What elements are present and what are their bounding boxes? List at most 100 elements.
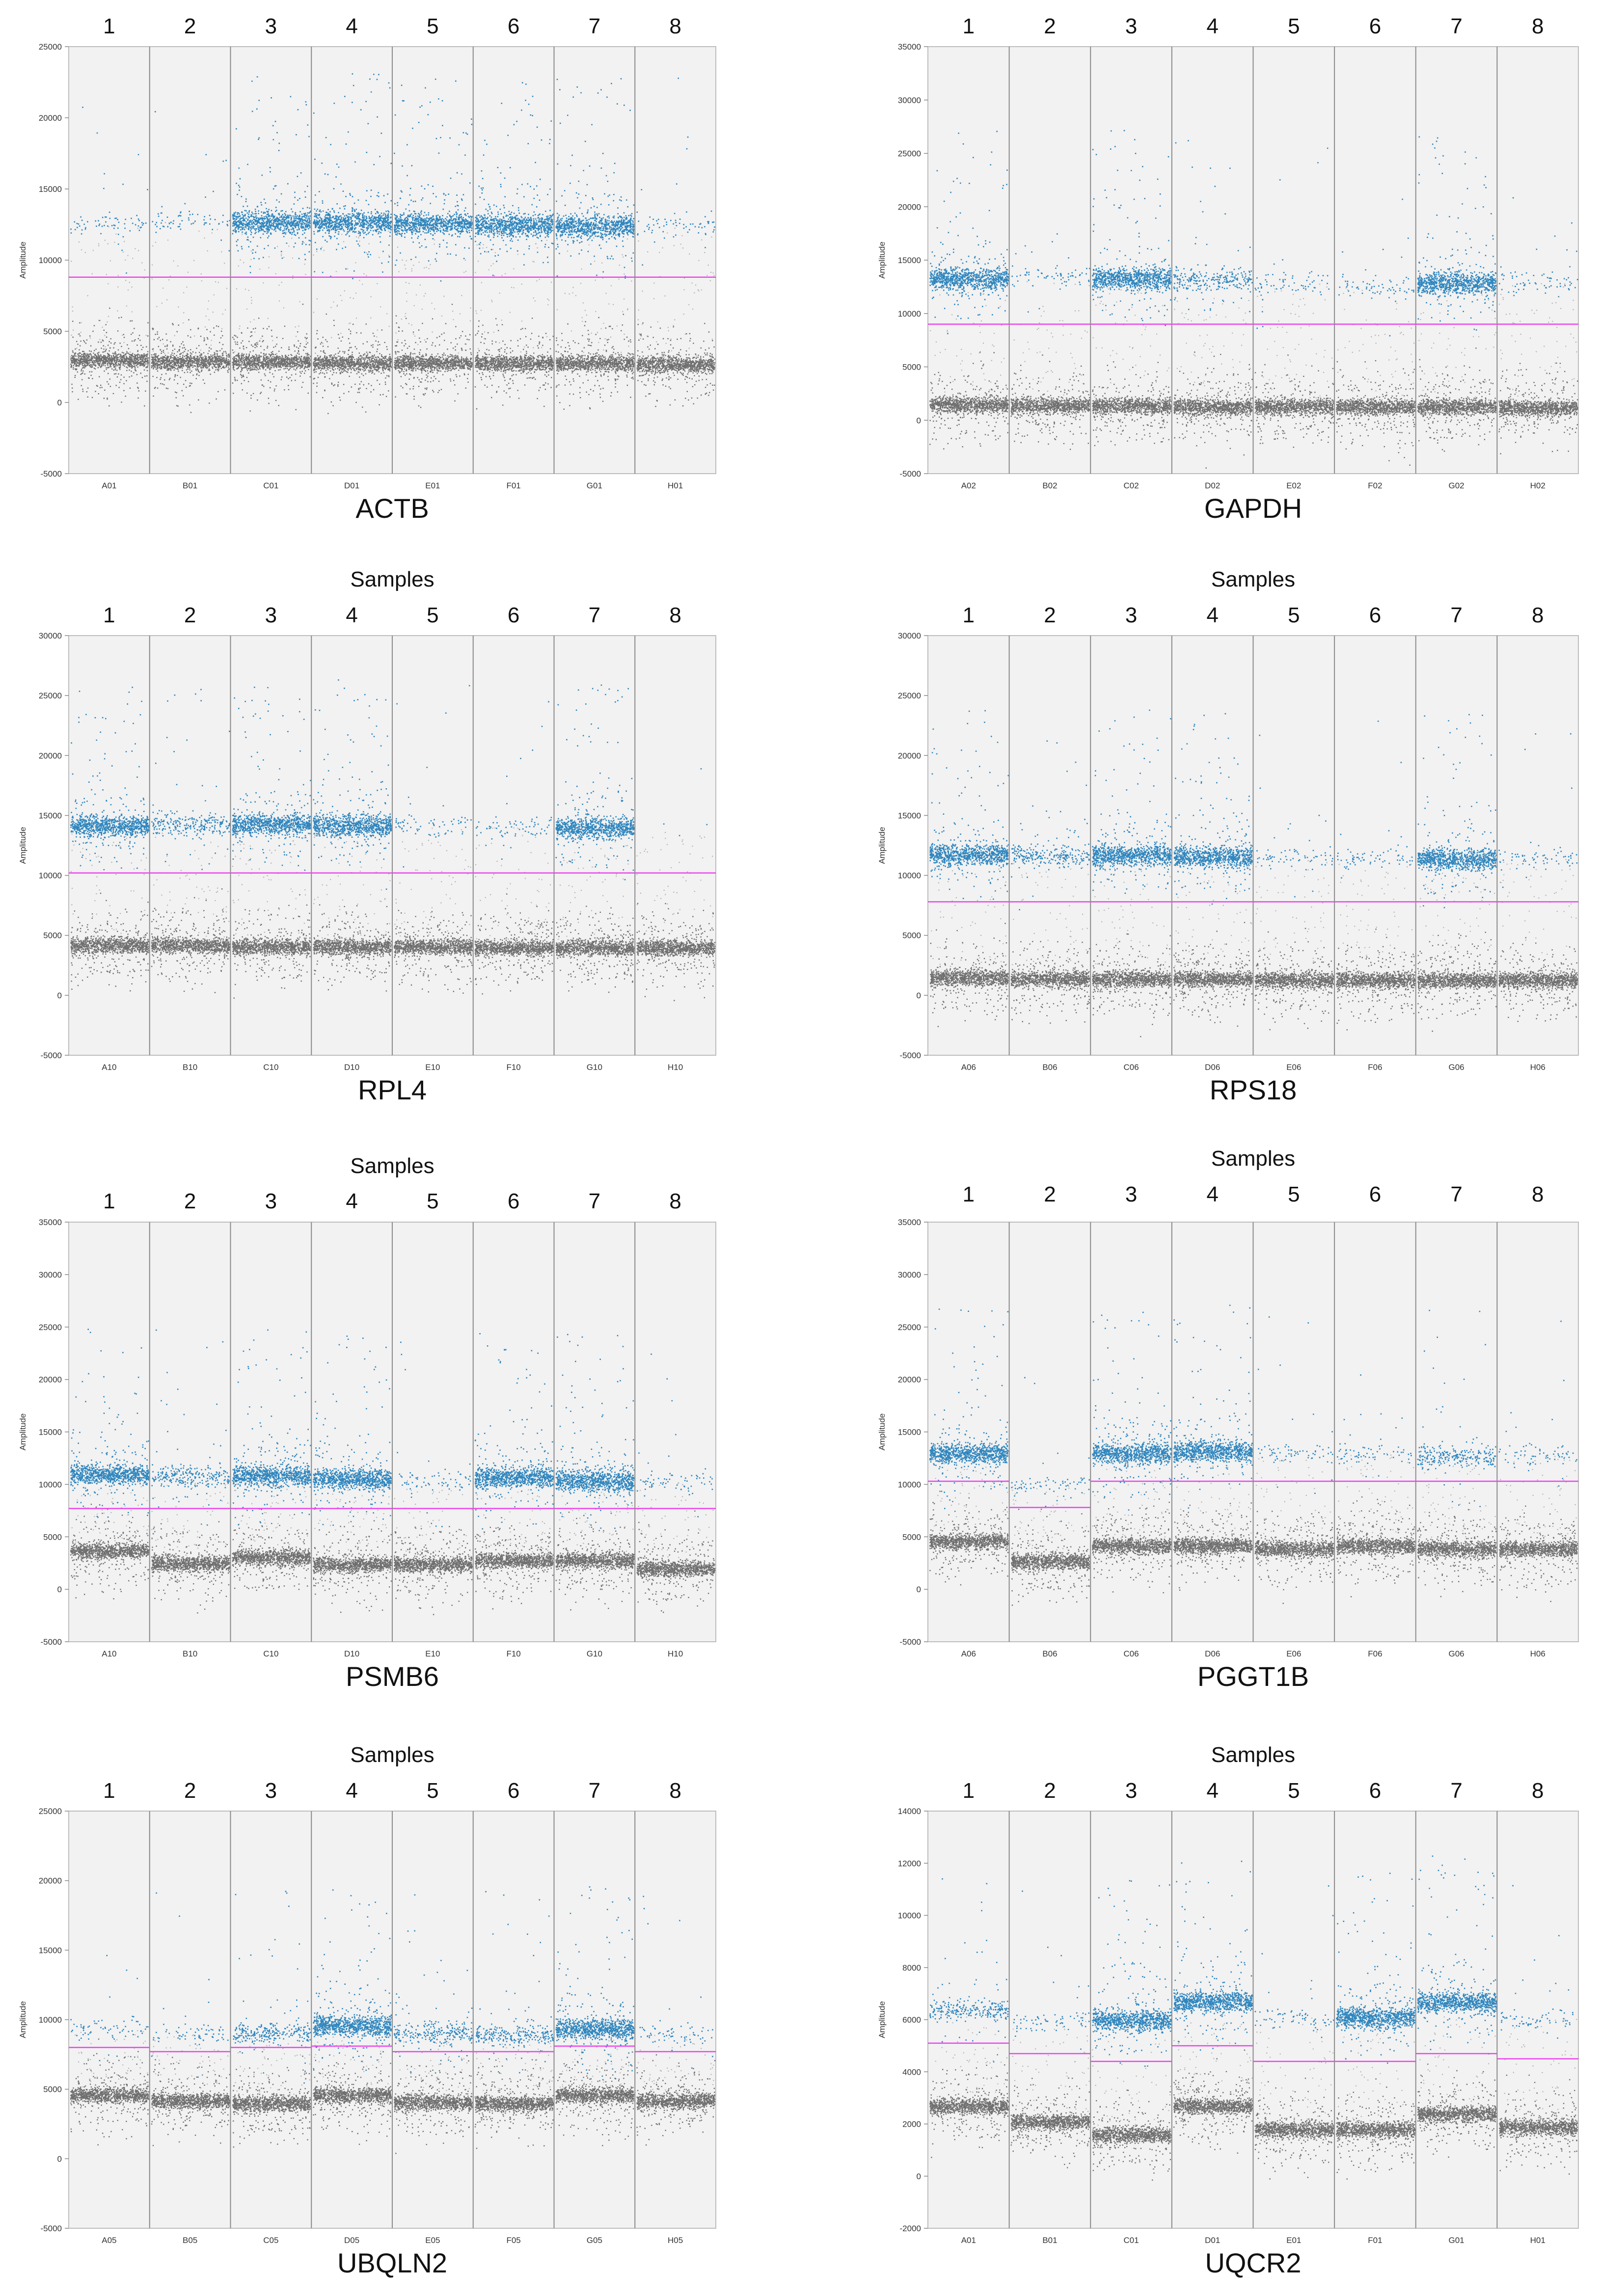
- well-label: F02: [1368, 481, 1382, 490]
- negative-droplets: [70, 1503, 150, 1600]
- y-tick-label: 10000: [39, 871, 62, 881]
- well-label: C02: [1123, 481, 1139, 490]
- positive-droplets: [152, 111, 230, 252]
- well-label: B02: [1042, 481, 1057, 490]
- sample-number: 7: [589, 1779, 600, 1803]
- sample-number: 2: [1044, 1182, 1056, 1206]
- negative-droplets: [474, 893, 554, 995]
- sample-number: 8: [1532, 1182, 1544, 1206]
- well-label: C01: [1123, 2236, 1139, 2245]
- sample-number: 8: [669, 1779, 681, 1803]
- well-label: H06: [1530, 1063, 1546, 1072]
- well-label: E05: [425, 2236, 440, 2245]
- y-axis-label: Amplitude: [18, 241, 27, 279]
- y-tick-label: 5000: [43, 2085, 62, 2094]
- well-label: A02: [961, 481, 976, 490]
- sample-number: 2: [1044, 1779, 1056, 1803]
- sample-number: 8: [1532, 603, 1544, 627]
- negative-droplets: [232, 894, 311, 999]
- negative-droplets: [1092, 933, 1172, 1038]
- positive-droplets: [1417, 136, 1497, 331]
- sample-number: 4: [1206, 14, 1218, 38]
- negative-droplets: [1417, 932, 1497, 1032]
- positive-droplets: [232, 687, 311, 871]
- well-label: F01: [1368, 2236, 1382, 2245]
- y-tick-label: 2000: [902, 2120, 921, 2129]
- negative-droplets: [151, 888, 230, 993]
- sample-number: 5: [1288, 14, 1300, 38]
- y-tick-label: 20000: [39, 1876, 62, 1886]
- well-label: B05: [183, 2236, 197, 2245]
- well-label: G02: [1448, 481, 1464, 490]
- y-tick-label: -5000: [900, 1051, 921, 1060]
- y-tick-label: 25000: [898, 1323, 921, 1332]
- negative-droplets: [70, 2038, 149, 2146]
- positive-droplets: [1011, 233, 1090, 313]
- negative-droplets: [1498, 362, 1578, 454]
- sample-number: 2: [184, 14, 196, 38]
- y-tick-label: 25000: [39, 1323, 62, 1332]
- negative-droplets: [1173, 922, 1253, 1027]
- well-label: G05: [587, 2236, 602, 2245]
- well-label: E06: [1286, 1063, 1301, 1072]
- y-tick-label: 20000: [39, 1375, 62, 1385]
- positive-droplets: [70, 1329, 150, 1534]
- well-label: A01: [961, 2236, 976, 2245]
- y-tick-label: 10000: [898, 1480, 921, 1489]
- well-label: F06: [1368, 1063, 1382, 1072]
- well-label: D02: [1205, 481, 1220, 490]
- y-tick-label: 15000: [39, 1946, 62, 1955]
- y-tick-label: 15000: [898, 256, 921, 265]
- negative-droplets: [70, 307, 149, 407]
- y-tick-label: 20000: [898, 202, 921, 212]
- well-label: A10: [102, 1063, 116, 1072]
- y-tick-label: 25000: [898, 149, 921, 159]
- well-label: G10: [587, 1649, 602, 1658]
- positive-droplets: [474, 82, 554, 276]
- positive-droplets: [1173, 713, 1253, 905]
- y-tick-label: 10000: [39, 2015, 62, 2025]
- negative-droplets: [1336, 929, 1416, 1031]
- negative-droplets: [929, 351, 1009, 450]
- y-tick-label: 15000: [898, 1428, 921, 1437]
- negative-droplets: [1092, 2089, 1172, 2181]
- sample-number: 5: [1288, 1182, 1300, 1206]
- sample-number: 4: [1206, 1182, 1218, 1206]
- positive-droplets: [1417, 1855, 1497, 2055]
- y-tick-label: 12000: [898, 1859, 921, 1868]
- well-label: C10: [263, 1649, 278, 1658]
- chart-panel-rps18: -5000 0 5000 10000 15000 20000 25000 30000 Ampli…: [877, 567, 1579, 1105]
- y-tick-label: 15000: [39, 1428, 62, 1437]
- well-label: D01: [344, 481, 359, 490]
- chart-title: UQCR2: [1205, 2247, 1301, 2278]
- negative-droplets: [1417, 2063, 1497, 2158]
- y-tick-label: 15000: [39, 185, 62, 194]
- sample-number: 4: [346, 1189, 357, 1213]
- well-label: C06: [1123, 1649, 1139, 1658]
- well-label: D10: [344, 1649, 359, 1658]
- sample-number: 6: [1369, 1182, 1381, 1206]
- y-tick-label: 5000: [902, 1532, 921, 1542]
- well-label: H05: [668, 2236, 683, 2245]
- negative-droplets: [1011, 1508, 1090, 1606]
- sample-number: 5: [427, 603, 438, 627]
- negative-droplets: [636, 322, 716, 407]
- well-label: D05: [344, 2236, 359, 2245]
- positive-droplets: [476, 1891, 554, 2074]
- well-label: D10: [344, 1063, 359, 1072]
- negative-droplets: [1092, 361, 1172, 446]
- negative-droplets: [232, 2051, 311, 2148]
- positive-droplets: [313, 1889, 392, 2071]
- y-tick-label: 35000: [39, 1218, 62, 1227]
- chart-title: GAPDH: [1204, 493, 1302, 524]
- well-label: E01: [1286, 2236, 1301, 2245]
- samples-header: Samples: [350, 1154, 434, 1178]
- y-tick-label: 14000: [898, 1807, 921, 1816]
- negative-droplets: [555, 2041, 635, 2146]
- well-label: A01: [102, 481, 116, 490]
- negative-droplets: [1010, 941, 1090, 1024]
- positive-droplets: [313, 679, 392, 890]
- negative-droplets: [151, 319, 230, 413]
- sample-number: 1: [963, 1182, 975, 1206]
- y-tick-label: 10000: [898, 1911, 921, 1921]
